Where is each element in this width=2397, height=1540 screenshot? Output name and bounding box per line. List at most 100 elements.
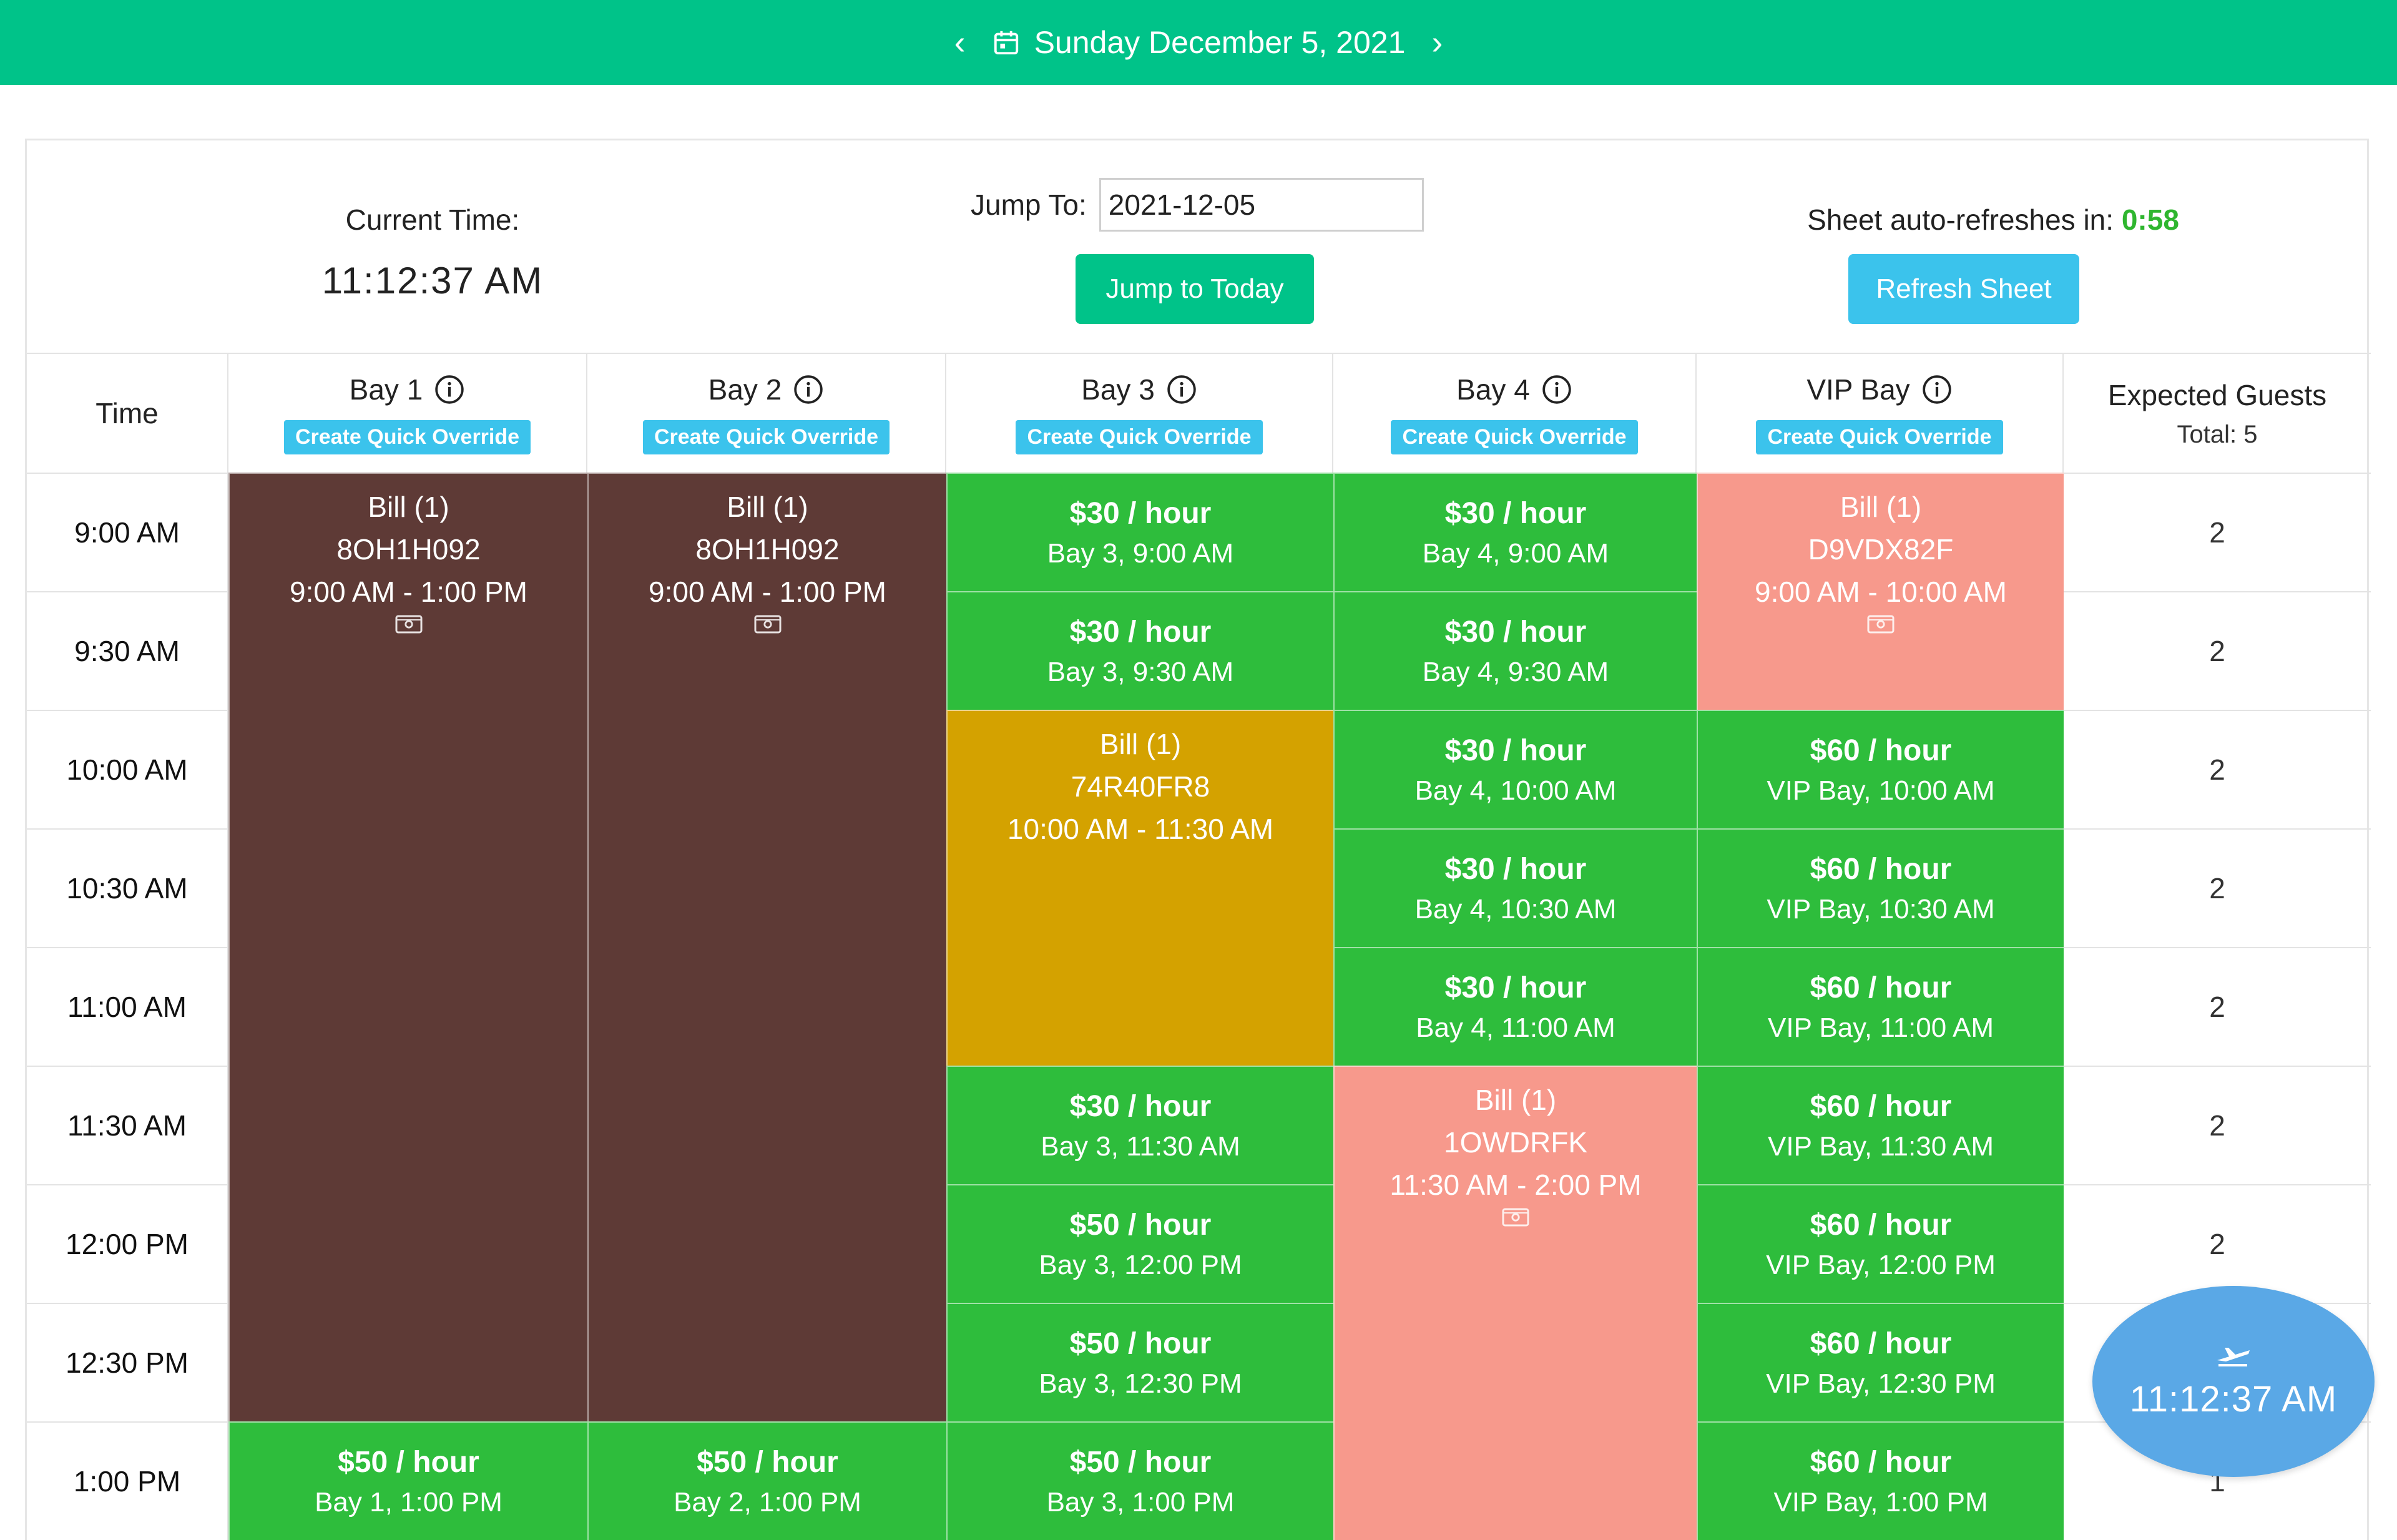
slot-price: $50 / hour (338, 1445, 479, 1479)
slot-label: VIP Bay, 1:00 PM (1773, 1486, 1988, 1518)
available-slot[interactable]: $50 / hour Bay 3, 12:00 PM (946, 1184, 1333, 1303)
available-slot[interactable]: $30 / hour Bay 4, 10:00 AM (1333, 710, 1697, 828)
tee-sheet-panel: Current Time: 11:12:37 AM Jump To: Jump … (25, 139, 2371, 1540)
booking-time-range: 10:00 AM - 11:30 AM (1007, 813, 1274, 845)
available-slot[interactable]: $60 / hour VIP Bay, 10:30 AM (1697, 828, 2064, 947)
available-slot[interactable]: $60 / hour VIP Bay, 10:00 AM (1697, 710, 2064, 828)
slot-label: VIP Bay, 11:30 AM (1768, 1130, 1994, 1162)
booking-code: 1OWDRFK (1444, 1126, 1587, 1159)
create-quick-override-button[interactable]: Create Quick Override (1391, 419, 1638, 454)
bay-name: Bay 2 (708, 373, 782, 406)
slot-price: $30 / hour (1444, 852, 1587, 886)
jump-to-date-input[interactable] (1099, 178, 1424, 232)
available-slot[interactable]: $50 / hour Bay 3, 12:30 PM (946, 1303, 1333, 1421)
bay-name: Bay 1 (349, 373, 423, 406)
booking-code: 8OH1H092 (336, 533, 481, 566)
jump-to-label: Jump To: (971, 189, 1087, 221)
create-quick-override-button[interactable]: Create Quick Override (642, 419, 890, 454)
booking-block[interactable]: Bill (1) 8OH1H092 9:00 AM - 1:00 PM (587, 473, 946, 1421)
bay-header: VIP Bay Create Quick Override (1697, 353, 2064, 473)
available-slot[interactable]: $50 / hour Bay 3, 1:00 PM (946, 1421, 1333, 1540)
bill-icon (754, 615, 782, 637)
info-icon[interactable] (434, 374, 465, 405)
expected-guests-count: 2 (2064, 1066, 2371, 1184)
time-slot-label: 12:00 PM (27, 1184, 228, 1303)
available-slot[interactable]: $30 / hour Bay 4, 9:30 AM (1333, 591, 1697, 710)
create-quick-override-button[interactable]: Create Quick Override (1756, 419, 2003, 454)
slot-label: Bay 4, 11:00 AM (1416, 1012, 1615, 1043)
booking-time-range: 9:00 AM - 1:00 PM (290, 576, 527, 608)
create-quick-override-button[interactable]: Create Quick Override (283, 419, 531, 454)
booking-block[interactable]: Bill (1) D9VDX82F 9:00 AM - 10:00 AM (1697, 473, 2064, 710)
available-slot[interactable]: $60 / hour VIP Bay, 12:00 PM (1697, 1184, 2064, 1303)
next-day-arrow[interactable]: › (1431, 24, 1443, 61)
booking-code: D9VDX82F (1808, 533, 1954, 566)
slot-price: $50 / hour (1069, 1445, 1212, 1479)
available-slot[interactable]: $30 / hour Bay 4, 10:30 AM (1333, 828, 1697, 947)
slot-label: VIP Bay, 11:00 AM (1768, 1012, 1994, 1043)
time-column-header: Time (27, 353, 228, 473)
expected-guests-count: 2 (2064, 473, 2371, 591)
calendar-icon[interactable] (992, 28, 1021, 57)
jump-to-row: Jump To: (971, 178, 1424, 232)
info-icon[interactable] (1166, 374, 1197, 405)
slot-price: $30 / hour (1069, 615, 1212, 649)
time-header-label: Time (96, 397, 159, 429)
booking-name: Bill (1) (1099, 728, 1182, 760)
available-slot[interactable]: $60 / hour VIP Bay, 12:30 PM (1697, 1303, 2064, 1421)
bay-title: Bay 2 (708, 373, 825, 406)
available-slot[interactable]: $60 / hour VIP Bay, 11:30 AM (1697, 1066, 2064, 1184)
booking-name: Bill (1) (1840, 491, 1922, 523)
available-slot[interactable]: $50 / hour Bay 1, 1:00 PM (228, 1421, 587, 1540)
slot-price: $30 / hour (1444, 733, 1587, 767)
date-navigation-bar: ‹ Sunday December 5, 2021 › (0, 0, 2397, 85)
time-slot-label: 12:30 PM (27, 1303, 228, 1421)
available-slot[interactable]: $30 / hour Bay 4, 11:00 AM (1333, 947, 1697, 1066)
slot-price: $30 / hour (1069, 1089, 1212, 1123)
info-icon[interactable] (1921, 374, 1953, 405)
bill-icon (395, 615, 423, 637)
bay-name: VIP Bay (1806, 373, 1910, 406)
slot-price: $60 / hour (1810, 1208, 1952, 1242)
available-slot[interactable]: $60 / hour VIP Bay, 1:00 PM (1697, 1421, 2064, 1540)
previous-day-arrow[interactable]: ‹ (954, 24, 966, 61)
available-slot[interactable]: $30 / hour Bay 4, 9:00 AM (1333, 473, 1697, 591)
plane-icon (2215, 1343, 2252, 1371)
floating-clock-button[interactable]: 11:12:37 AM (2092, 1286, 2375, 1477)
jump-to-today-button[interactable]: Jump to Today (1076, 254, 1314, 324)
booking-name: Bill (1) (727, 491, 808, 523)
slot-price: $30 / hour (1444, 971, 1587, 1004)
expected-guests-count: 2 (2064, 710, 2371, 828)
expected-guests-count: 2 (2064, 828, 2371, 947)
slot-price: $60 / hour (1810, 1089, 1952, 1123)
slot-price: $60 / hour (1810, 852, 1952, 886)
available-slot[interactable]: $30 / hour Bay 3, 9:00 AM (946, 473, 1333, 591)
booking-block[interactable]: Bill (1) 8OH1H092 9:00 AM - 1:00 PM (228, 473, 587, 1421)
slot-label: Bay 4, 10:30 AM (1414, 893, 1617, 924)
create-quick-override-button[interactable]: Create Quick Override (1016, 419, 1263, 454)
time-slot-label: 11:00 AM (27, 947, 228, 1066)
booking-block[interactable]: Bill (1) 74R40FR8 10:00 AM - 11:30 AM (946, 710, 1333, 1066)
slot-label: Bay 3, 11:30 AM (1041, 1130, 1240, 1162)
info-icon[interactable] (1541, 374, 1572, 405)
booking-block[interactable]: Bill (1) 1OWDRFK 11:30 AM - 2:00 PM (1333, 1066, 1697, 1540)
date-display: Sunday December 5, 2021 (992, 24, 1405, 61)
slot-price: $60 / hour (1810, 971, 1952, 1004)
slot-price: $60 / hour (1810, 733, 1952, 767)
slot-price: $50 / hour (1069, 1327, 1212, 1360)
refresh-sheet-button[interactable]: Refresh Sheet (1848, 254, 2079, 324)
bill-icon (1502, 1208, 1529, 1230)
slot-price: $30 / hour (1444, 496, 1587, 530)
booking-time-range: 11:30 AM - 2:00 PM (1390, 1169, 1642, 1201)
available-slot[interactable]: $30 / hour Bay 3, 11:30 AM (946, 1066, 1333, 1184)
slot-price: $60 / hour (1810, 1445, 1952, 1479)
info-icon[interactable] (793, 374, 824, 405)
slot-label: VIP Bay, 12:30 PM (1766, 1368, 1996, 1399)
available-slot[interactable]: $30 / hour Bay 3, 9:30 AM (946, 591, 1333, 710)
slot-label: Bay 4, 10:00 AM (1414, 775, 1617, 806)
available-slot[interactable]: $50 / hour Bay 2, 1:00 PM (587, 1421, 946, 1540)
booking-code: 74R40FR8 (1071, 770, 1210, 803)
available-slot[interactable]: $60 / hour VIP Bay, 11:00 AM (1697, 947, 2064, 1066)
bay-name: Bay 3 (1081, 373, 1155, 406)
slot-price: $60 / hour (1810, 1327, 1952, 1360)
